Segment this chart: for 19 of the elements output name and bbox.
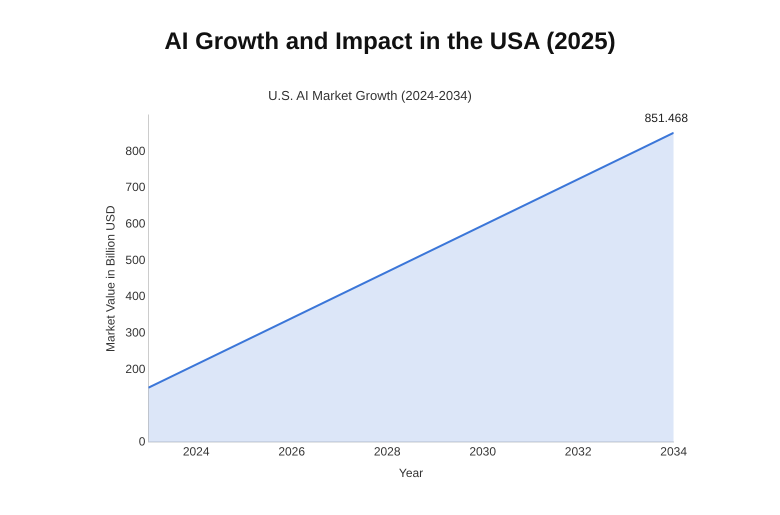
- x-tick-label: 2024: [182, 444, 210, 459]
- y-tick-label: 400: [125, 289, 146, 304]
- x-tick-label: 2026: [278, 444, 306, 459]
- chart-title: AI Growth and Impact in the USA (2025): [163, 28, 617, 56]
- y-tick-label: 700: [125, 180, 146, 194]
- y-axis-title: Market Value in Billion USD: [104, 205, 118, 352]
- y-tick-label: 0: [138, 434, 146, 449]
- x-tick-label: 2032: [564, 444, 592, 459]
- data-label: 851.468: [644, 111, 688, 126]
- x-tick-label: 2030: [469, 444, 496, 459]
- x-axis-title: Year: [398, 466, 424, 480]
- chart-subtitle: U.S. AI Market Growth (2024-2034): [267, 88, 473, 103]
- y-tick-label: 200: [125, 362, 146, 376]
- x-tick-label: 2034: [660, 444, 688, 459]
- y-tick-label: 600: [125, 216, 146, 231]
- x-tick-label: 2028: [374, 444, 401, 459]
- y-tick-label: 500: [125, 252, 146, 267]
- y-tick-label: 300: [125, 326, 146, 340]
- y-tick-label: 800: [125, 144, 146, 158]
